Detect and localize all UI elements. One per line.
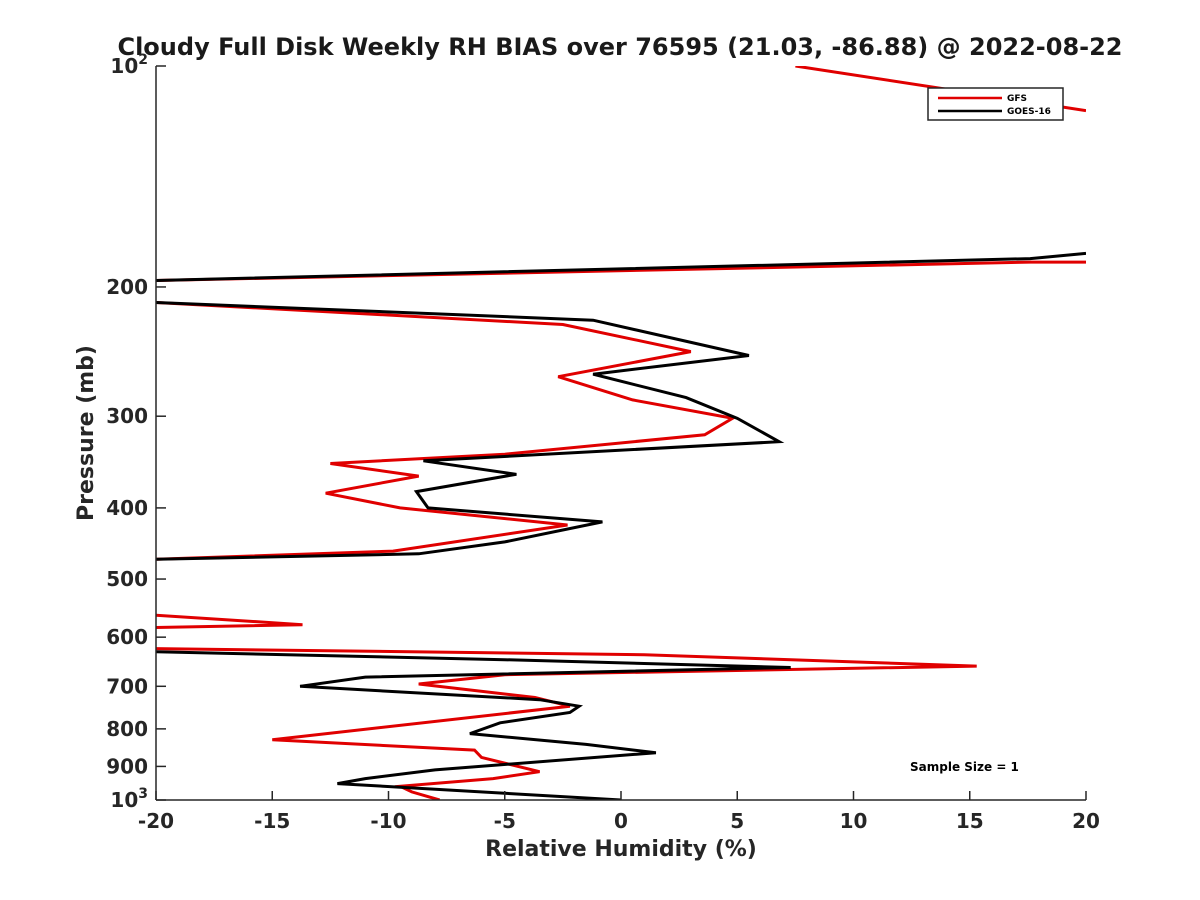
x-tick-label: 10 bbox=[840, 809, 868, 833]
x-tick-label: 20 bbox=[1072, 809, 1100, 833]
legend-label-goes16: GOES-16 bbox=[1007, 107, 1051, 117]
y-tick-label: 103 bbox=[110, 786, 148, 812]
x-tick-label: -20 bbox=[138, 809, 174, 833]
y-tick-label: 600 bbox=[106, 625, 148, 649]
y-tick-label: 700 bbox=[106, 674, 148, 698]
y-tick-label: 500 bbox=[106, 567, 148, 591]
x-tick-label: -5 bbox=[494, 809, 516, 833]
y-tick-label: 800 bbox=[106, 717, 148, 741]
y-axis-label: Pressure (mb) bbox=[74, 345, 99, 521]
legend-box bbox=[927, 87, 1064, 121]
legend-label-gfs: GFS bbox=[1007, 94, 1027, 104]
y-tick-label: 300 bbox=[106, 404, 148, 428]
x-tick-label: 5 bbox=[730, 809, 744, 833]
x-ticks: -20 -15 -10 -5 0 5 10 15 20 bbox=[138, 791, 1100, 833]
x-tick-label: -15 bbox=[254, 809, 290, 833]
y-tick-label: 200 bbox=[106, 275, 148, 299]
sample-size-annotation: Sample Size = 1 bbox=[910, 760, 1019, 774]
legend: GFS GOES-16 bbox=[927, 87, 1064, 121]
y-tick-label: 400 bbox=[106, 496, 148, 520]
x-tick-label: 0 bbox=[614, 809, 628, 833]
series-line-goes16 bbox=[156, 251, 1086, 800]
x-axis-label: Relative Humidity (%) bbox=[485, 837, 757, 862]
chart-title: Cloudy Full Disk Weekly RH BIAS over 765… bbox=[117, 33, 1122, 61]
y-tick-label: 900 bbox=[106, 754, 148, 778]
y-ticks: 102 200 300 400 500 600 700 800 900 103 bbox=[106, 52, 166, 812]
x-tick-label: 15 bbox=[956, 809, 984, 833]
y-tick-label: 102 bbox=[110, 52, 148, 78]
x-tick-label: -10 bbox=[370, 809, 406, 833]
